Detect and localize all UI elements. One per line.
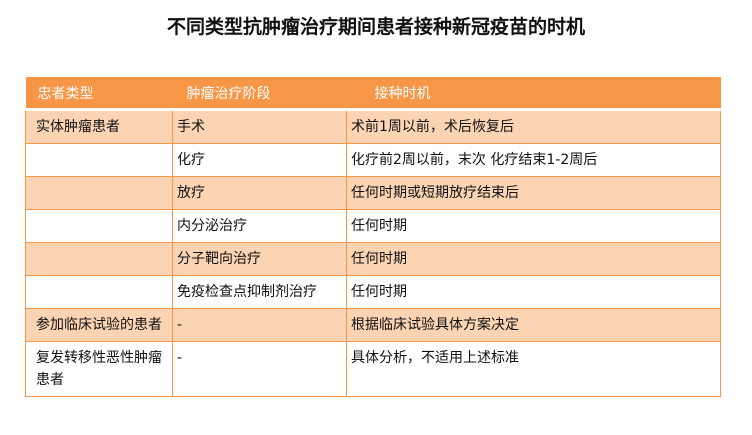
treatment-stage-cell: 手术: [172, 109, 347, 144]
header-treatment-stage: 肿瘤治疗阶段: [172, 77, 347, 111]
table-row: 分子靶向治疗 任何时期: [25, 242, 721, 276]
vaccination-timing-cell: 根据临床试验具体方案决定: [346, 308, 721, 342]
vaccination-timing-cell: 化疗前2周以前，末次 化疗结束1-2周后: [346, 143, 721, 177]
treatment-stage-cell: 分子靶向治疗: [172, 242, 347, 276]
patient-type-cell: [25, 209, 173, 243]
table-row: 参加临床试验的患者 - 根据临床试验具体方案决定: [25, 308, 721, 342]
vaccination-timing-cell: 任何时期或短期放疗结束后: [346, 176, 721, 210]
treatment-stage-cell: 放疗: [172, 176, 347, 210]
patient-type-cell: 参加临床试验的患者: [25, 308, 173, 342]
table-header-row: 忠者类型 肿瘤治疗阶段 接种时机: [25, 77, 721, 111]
vaccination-timing-cell: 任何时期: [346, 209, 721, 243]
vaccination-timing-cell: 任何时期: [346, 275, 721, 309]
patient-type-cell: 复发转移性恶性肿瘤患者: [25, 341, 173, 397]
table-row: 复发转移性恶性肿瘤患者 - 具体分析，不适用上述标准: [25, 341, 721, 397]
treatment-stage-cell: -: [172, 308, 347, 342]
header-patient-type: 忠者类型: [25, 77, 173, 111]
vaccination-timing-cell: 具体分析，不适用上述标准: [346, 341, 721, 397]
table-row: 免疫检查点抑制剂治疗 任何时期: [25, 275, 721, 309]
vaccination-timing-cell: 任何时期: [346, 242, 721, 276]
patient-type-cell: 实体肿瘤患者: [25, 109, 173, 144]
treatment-stage-cell: 化疗: [172, 143, 347, 177]
patient-type-cell: [25, 275, 173, 309]
table-row: 化疗 化疗前2周以前，末次 化疗结束1-2周后: [25, 143, 721, 177]
table-row: 放疗 任何时期或短期放疗结束后: [25, 176, 721, 210]
patient-type-cell: [25, 242, 173, 276]
treatment-stage-cell: 免疫检查点抑制剂治疗: [172, 275, 347, 309]
patient-type-cell: [25, 143, 173, 177]
table-row: 实体肿瘤患者 手术 术前1周以前，术后恢复后: [25, 109, 721, 144]
page-title: 不同类型抗肿瘤治疗期间患者接种新冠疫苗的时机: [166, 16, 585, 38]
table-row: 内分泌治疗 任何时期: [25, 209, 721, 243]
vaccination-timing-table: 忠者类型 肿瘤治疗阶段 接种时机 实体肿瘤患者 手术 术前1周以前，术后恢复后 化疗化…: [25, 77, 721, 397]
treatment-stage-cell: -: [172, 341, 347, 397]
treatment-stage-cell: 内分泌治疗: [172, 209, 347, 243]
vaccination-timing-cell: 术前1周以前，术后恢复后: [346, 109, 721, 144]
patient-type-cell: [25, 176, 173, 210]
header-vaccination-timing: 接种时机: [346, 77, 721, 111]
